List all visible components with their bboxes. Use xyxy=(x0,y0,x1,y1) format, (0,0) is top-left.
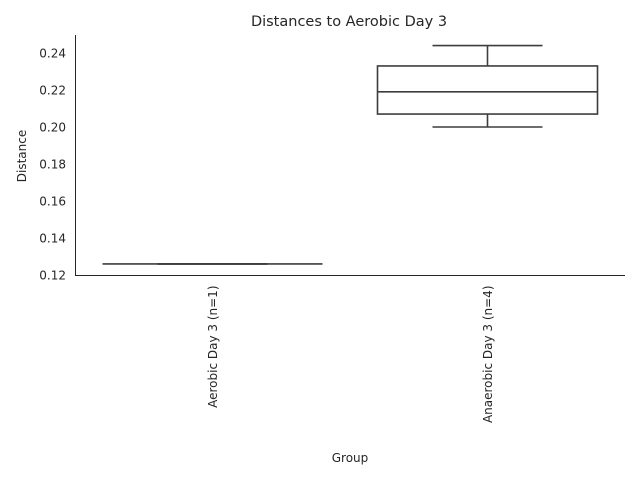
y-axis-label: Distance xyxy=(15,130,29,182)
y-axis-ticks: 0.12 0.14 0.16 0.18 0.20 0.22 0.24 xyxy=(39,47,66,283)
y-tick-label: 0.14 xyxy=(39,232,66,246)
x-tick-label: Anaerobic Day 3 (n=4) xyxy=(481,286,495,424)
box-plot-marks xyxy=(102,44,599,265)
box-iqr xyxy=(376,65,599,115)
y-tick-label: 0.12 xyxy=(39,269,66,283)
y-tick-label: 0.22 xyxy=(39,84,66,98)
chart-title: Distances to Aerobic Day 3 xyxy=(251,14,447,30)
y-tick-label: 0.18 xyxy=(39,158,66,172)
x-axis-label: Group xyxy=(332,451,369,465)
x-axis-ticks: Aerobic Day 3 (n=1) Anaerobic Day 3 (n=4) xyxy=(206,286,495,424)
y-tick-label: 0.16 xyxy=(39,195,66,209)
y-tick-label: 0.24 xyxy=(39,47,66,61)
y-tick-label: 0.20 xyxy=(39,121,66,135)
x-tick-label: Aerobic Day 3 (n=1) xyxy=(206,286,220,408)
